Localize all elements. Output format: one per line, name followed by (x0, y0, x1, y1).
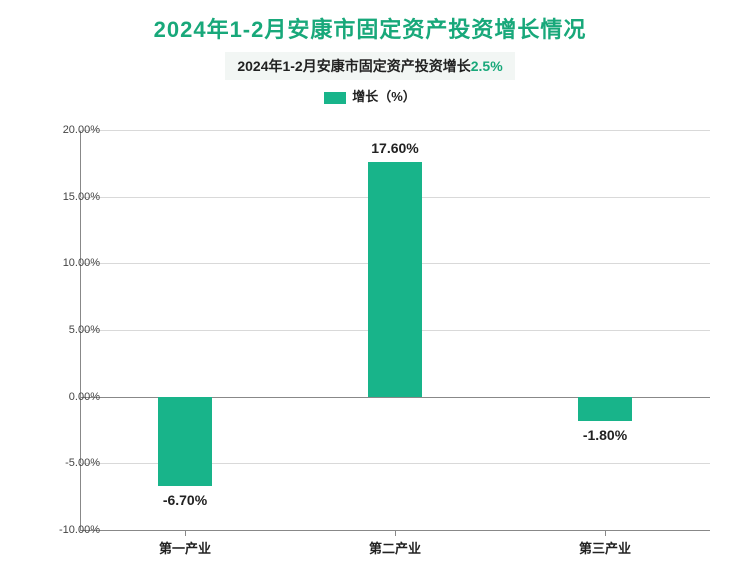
y-tick-label: 10.00% (40, 257, 100, 269)
y-tick-label: 5.00% (40, 324, 100, 336)
bar-value-label: -1.80% (555, 427, 655, 443)
bar-value-label: 17.60% (345, 140, 445, 156)
subtitle-highlight: 2.5% (471, 58, 503, 74)
chart-subtitle: 2024年1-2月安康市固定资产投资增长2.5% (225, 52, 514, 80)
y-tick-label: -10.00% (40, 524, 100, 536)
x-axis (80, 530, 710, 531)
x-tick-label: 第二产业 (335, 538, 455, 557)
y-tick-label: 0.00% (40, 391, 100, 403)
grid-line (80, 130, 710, 131)
y-tick-label: -5.00% (40, 457, 100, 469)
subtitle-text: 2024年1-2月安康市固定资产投资增长 (237, 58, 470, 74)
bar (578, 397, 633, 421)
chart-title: 2024年1-2月安康市固定资产投资增长情况 (20, 12, 720, 44)
x-tick-label: 第一产业 (125, 538, 245, 557)
chart-container: 2024年1-2月安康市固定资产投资增长情况 2024年1-2月安康市固定资产投… (0, 0, 740, 582)
bar (368, 162, 423, 397)
y-tick-label: 20.00% (40, 124, 100, 136)
bar-value-label: -6.70% (135, 492, 235, 508)
plot-area: -6.70%第一产业17.60%第二产业-1.80%第三产业 (80, 130, 710, 530)
legend-swatch (324, 92, 346, 104)
chart-legend: 增长（%） (20, 86, 720, 105)
legend-label: 增长（%） (352, 89, 416, 104)
x-tick-label: 第三产业 (545, 538, 665, 557)
bar (158, 397, 213, 486)
y-tick-label: 15.00% (40, 191, 100, 203)
